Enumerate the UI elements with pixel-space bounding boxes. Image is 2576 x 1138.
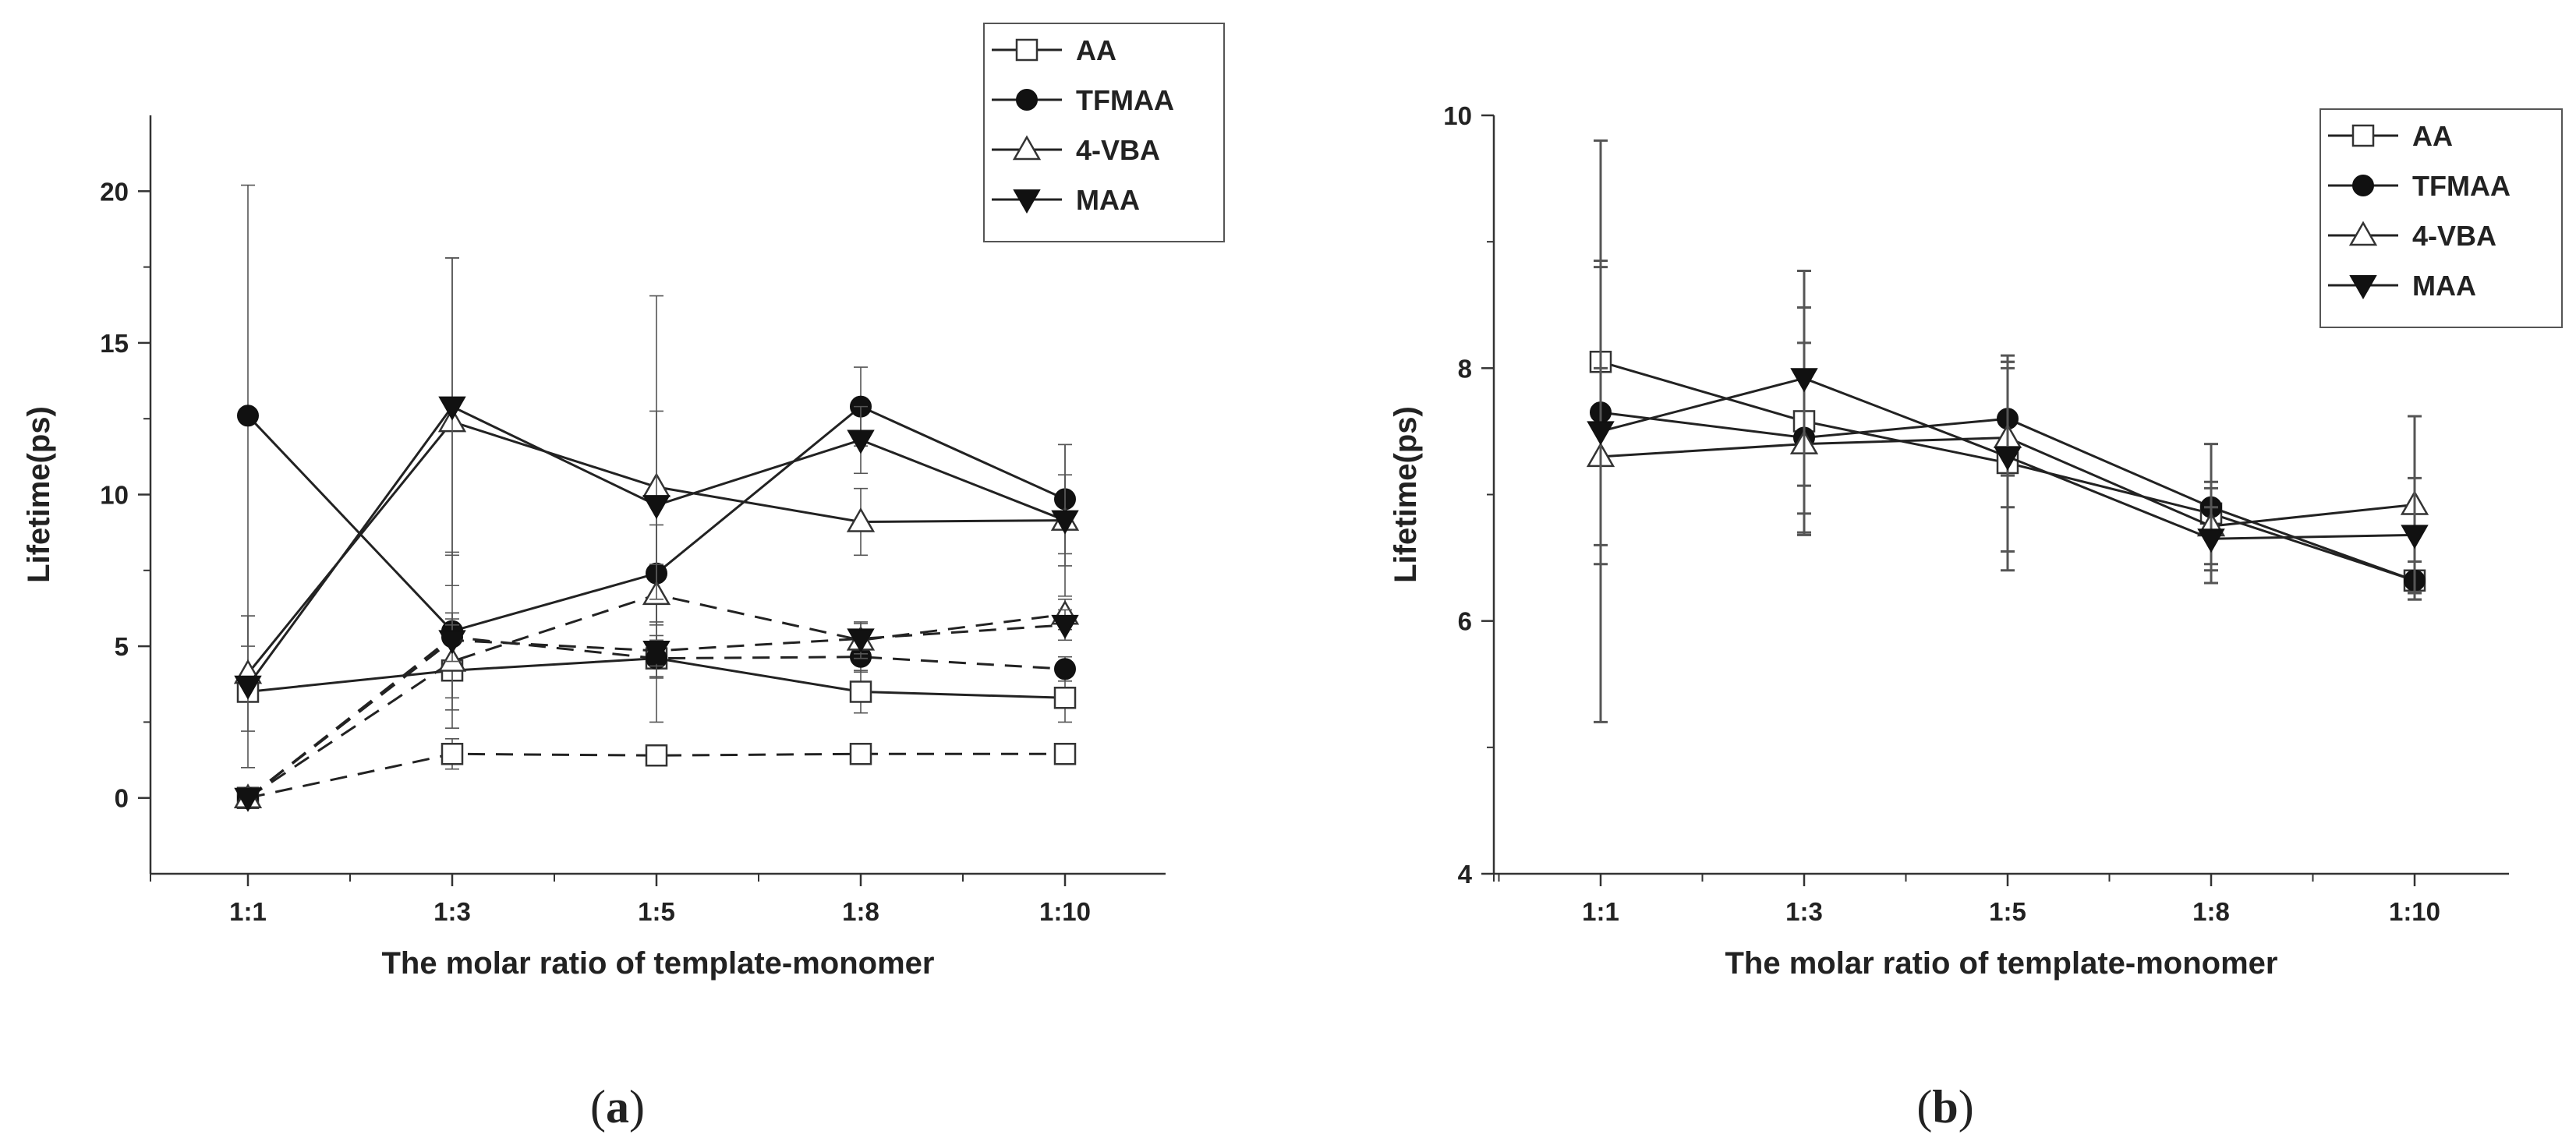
legend-label: AA bbox=[2412, 120, 2453, 152]
legend-marker bbox=[1015, 38, 1039, 62]
legend-label: AA bbox=[1076, 34, 1116, 66]
data-point-1-3 bbox=[438, 396, 466, 421]
y-tick-label: 8 bbox=[1458, 354, 1472, 383]
y-tick-label: 15 bbox=[100, 329, 129, 358]
legend-label: TFMAA bbox=[2412, 170, 2511, 202]
legend: AA TFMAA 4-VBA MAA bbox=[983, 23, 1225, 242]
panel-label-a: (a) bbox=[590, 1081, 645, 1133]
x-tick-label-1-10: 1:10 bbox=[1039, 897, 1091, 926]
legend-item-aa: AA bbox=[992, 34, 1116, 66]
legend-item-maa: MAA bbox=[2328, 270, 2476, 302]
data-point-1-8 bbox=[847, 429, 875, 454]
chart-panel-a: 0 5 10 15 20 1:1 1:3 1:5 1:8 1:10 The molar ratio … bbox=[22, 23, 1225, 981]
data-point-1-10 bbox=[1054, 658, 1076, 680]
legend-item-4-vba: 4-VBA bbox=[992, 134, 1160, 166]
x-tick-label-1-1: 1:1 bbox=[1582, 897, 1619, 926]
x-tick-label-1-3: 1:3 bbox=[1785, 897, 1823, 926]
legend-marker bbox=[1016, 89, 1038, 111]
x-tick-label-1-8: 1:8 bbox=[2192, 897, 2230, 926]
y-tick-label: 0 bbox=[115, 784, 129, 813]
data-point-1-1 bbox=[237, 405, 259, 427]
series-maa-solid bbox=[1587, 139, 2429, 723]
legend-marker bbox=[2352, 175, 2374, 196]
data-point-1-8 bbox=[846, 507, 876, 532]
legend-label: 4-VBA bbox=[2412, 220, 2496, 252]
data-point-1-8 bbox=[2197, 528, 2225, 553]
y-axis-title: Lifetime(ps) bbox=[22, 406, 56, 583]
x-axis-title: The molar ratio of template-monomer bbox=[1725, 946, 2278, 981]
data-point-1-8 bbox=[849, 680, 872, 703]
chart-panel-b: 4 6 8 10 1:1 1:3 1:5 1:8 1:10 The molar ratio of … bbox=[1389, 101, 2563, 981]
data-point-1-5 bbox=[642, 495, 671, 520]
legend-item-tfmaa: TFMAA bbox=[2328, 170, 2511, 202]
x-tick-label-1-3: 1:3 bbox=[433, 897, 471, 926]
legend-label: MAA bbox=[2412, 270, 2476, 302]
data-point-1-10 bbox=[2401, 525, 2429, 550]
legend-marker bbox=[1013, 189, 1041, 214]
data-point-1-3 bbox=[438, 630, 466, 655]
legend-label: TFMAA bbox=[1076, 84, 1174, 116]
x-tick-label-1-8: 1:8 bbox=[842, 897, 879, 926]
data-point-1-10 bbox=[1053, 687, 1077, 709]
legend-marker bbox=[1012, 135, 1042, 161]
data-point-1-8 bbox=[847, 628, 875, 653]
legend-marker bbox=[2348, 221, 2378, 246]
series-aa-dashed bbox=[236, 738, 1077, 809]
panel-label-b: (b) bbox=[1916, 1081, 1973, 1133]
data-point-1-10 bbox=[1051, 614, 1079, 639]
y-tick-label: 10 bbox=[1443, 101, 1472, 130]
y-tick-label: 10 bbox=[100, 481, 129, 510]
legend-marker bbox=[2351, 124, 2375, 147]
legend-item-4-vba: 4-VBA bbox=[2328, 220, 2496, 252]
legend-label: MAA bbox=[1076, 184, 1140, 216]
data-point-1-5 bbox=[642, 640, 671, 665]
y-tick-label: 5 bbox=[115, 632, 129, 661]
x-tick-label-1-1: 1:1 bbox=[229, 897, 267, 926]
data-point-1-10 bbox=[1053, 743, 1077, 765]
series-maa-dashed bbox=[234, 609, 1079, 812]
legend-item-maa: MAA bbox=[992, 184, 1140, 216]
series-maa-solid bbox=[234, 257, 1079, 700]
data-point-1-1 bbox=[1587, 421, 1615, 446]
legend-item-aa: AA bbox=[2328, 120, 2453, 152]
y-tick-label: 20 bbox=[100, 177, 129, 206]
data-point-1-8 bbox=[849, 743, 872, 765]
y-tick-label: 6 bbox=[1458, 607, 1472, 636]
legend-marker bbox=[2349, 275, 2377, 300]
data-point-1-10 bbox=[1051, 510, 1079, 535]
legend: AA TFMAA 4-VBA MAA bbox=[2319, 108, 2563, 328]
series-line bbox=[247, 752, 1065, 800]
x-tick-label-1-5: 1:5 bbox=[638, 897, 675, 926]
legend-item-tfmaa: TFMAA bbox=[992, 84, 1174, 116]
panel-label-b-letter: b bbox=[1932, 1081, 1958, 1133]
legend-label: 4-VBA bbox=[1076, 134, 1160, 166]
data-point-1-5 bbox=[645, 744, 668, 767]
x-tick-label-1-10: 1:10 bbox=[2389, 897, 2440, 926]
y-axis-title: Lifetime(ps) bbox=[1389, 406, 1423, 583]
x-axis-title: The molar ratio of template-monomer bbox=[382, 946, 935, 981]
panel-label-a-letter: a bbox=[606, 1081, 629, 1133]
data-point-1-1 bbox=[234, 675, 262, 700]
x-tick-label-1-5: 1:5 bbox=[1989, 897, 2026, 926]
y-tick-label: 4 bbox=[1458, 860, 1473, 889]
data-point-1-1 bbox=[234, 787, 262, 812]
data-point-1-3 bbox=[1790, 368, 1818, 393]
data-point-1-3 bbox=[441, 743, 464, 765]
data-point-1-5 bbox=[1994, 446, 2022, 471]
